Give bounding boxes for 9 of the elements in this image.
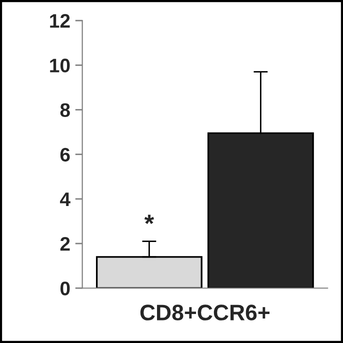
y-tick-label: 12	[50, 14, 70, 28]
x-axis-title: CD8+CCR6+	[140, 304, 270, 320]
y-tick-label: 8	[60, 103, 70, 117]
annotation: *	[144, 214, 154, 224]
y-tick-label: 0	[60, 282, 70, 296]
y-tick-label: 2	[60, 237, 70, 251]
y-tick-label: 4	[60, 192, 70, 206]
y-tick-label: 6	[60, 148, 70, 162]
y-tick-label: 10	[50, 58, 70, 72]
